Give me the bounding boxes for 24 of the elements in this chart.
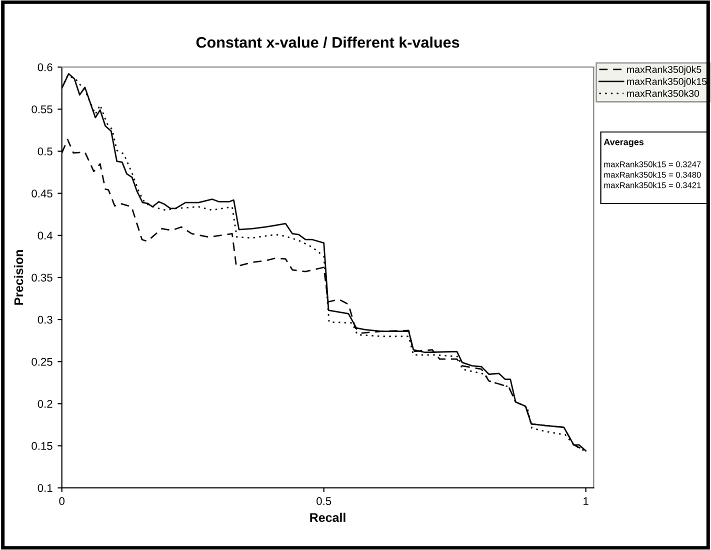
y-tick-label: 0.4 [38, 232, 53, 240]
text: maxRank350k15 = 0.3421 [604, 182, 701, 188]
y-tick-label: 0.25 [32, 358, 52, 366]
x-tick-label: 1 [584, 497, 588, 505]
y-tick-label: 0.2 [38, 400, 52, 408]
y-tick-label: 0.6 [38, 63, 52, 72]
legend-label: maxRank350k30 [627, 90, 700, 97]
x-axis-title: Recall [310, 512, 346, 522]
text: Averages [604, 138, 644, 148]
text: maxRank350k15 = 0.3247 [604, 161, 701, 168]
x-tick-label: 0 [59, 497, 65, 506]
legend-label: maxRank350j0k15 [627, 78, 707, 87]
y-axis-title: Precision [14, 250, 24, 305]
y-tick-label: 0.35 [32, 274, 52, 282]
x-tick-label: 0.5 [316, 497, 332, 506]
y-tick-label: 0.45 [32, 190, 52, 198]
legend-label: maxRank350j0k5 [627, 66, 702, 75]
y-tick-label: 0.3 [38, 316, 52, 324]
y-tick-label: 0.15 [32, 442, 52, 450]
chart-title: Constant x-value / Different k-values [196, 36, 460, 48]
y-tick-label: 0.55 [32, 105, 52, 114]
y-tick-label: 0.5 [38, 148, 52, 156]
y-tick-label: 0.1 [38, 484, 52, 492]
text: maxRank350k15 = 0.3480 [604, 172, 701, 178]
